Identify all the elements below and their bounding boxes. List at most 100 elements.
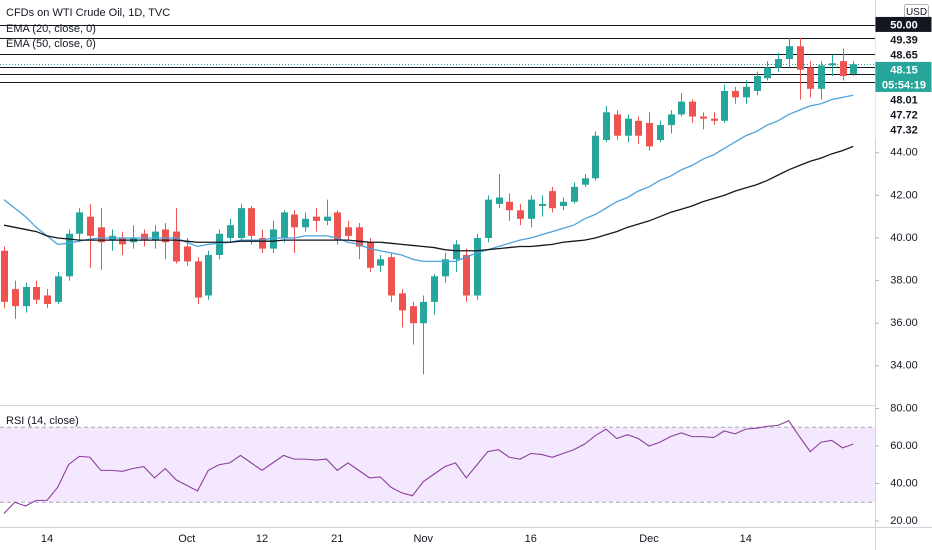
candle-body [184, 246, 191, 262]
rsi-title: RSI (14, close) [6, 415, 79, 427]
candle-body [539, 203, 546, 207]
x-tick-label: 16 [525, 533, 537, 545]
x-tick-label: Dec [639, 533, 659, 545]
price-label: 47.72 [890, 109, 918, 121]
price-label: 49.39 [890, 34, 918, 46]
candle-body [23, 286, 30, 307]
candle-body [399, 293, 406, 311]
candle-body [44, 295, 51, 305]
rsi-line [3, 420, 854, 514]
candle-body [367, 242, 374, 268]
candle-body [571, 186, 578, 202]
candle-body [700, 116, 707, 119]
price-label: 47.32 [890, 124, 918, 136]
candle-body [1, 250, 8, 302]
candle-body [689, 101, 696, 117]
candle-body [764, 67, 771, 79]
candle-body [162, 229, 169, 243]
candle-body [668, 114, 675, 126]
candle-body [743, 86, 750, 98]
candle-body [474, 237, 481, 296]
candle-body [238, 208, 245, 238]
y-tick-label: 36.00 [890, 317, 918, 329]
y-tick-label: 38.00 [890, 274, 918, 286]
candle-body [592, 135, 599, 179]
chart-title: CFDs on WTI Crude Oil, 1D, TVC [6, 7, 170, 19]
candle-body [345, 227, 352, 236]
candle-body [356, 227, 363, 247]
candle-body [528, 199, 535, 219]
candle-body [66, 233, 73, 277]
candle-body [582, 178, 589, 185]
x-tick-label: 12 [256, 533, 268, 545]
candle-body [635, 120, 642, 136]
candle-body [506, 201, 513, 211]
candle-body [410, 306, 417, 324]
layer [0, 25, 875, 503]
x-tick-label: 21 [331, 533, 343, 545]
price-label-box [875, 121, 932, 138]
candle-body [205, 255, 212, 296]
candle-body [603, 112, 610, 140]
candle-body [463, 255, 470, 296]
candle-body [281, 212, 288, 238]
candle-body [442, 259, 449, 277]
candle-body [420, 301, 427, 324]
candle-body [711, 118, 718, 121]
candle-body [152, 231, 159, 241]
candle-body [313, 216, 320, 221]
x-tick-label: 14 [41, 533, 53, 545]
candle-body [216, 233, 223, 256]
x-tick-label: 14 [740, 533, 752, 545]
currency[interactable]: USD [906, 7, 927, 18]
candle-body [786, 46, 793, 60]
candle-body [227, 225, 234, 238]
layer [1, 37, 857, 514]
candle-body [119, 237, 126, 245]
candle-body [646, 122, 653, 147]
candle-body [614, 114, 621, 136]
candle-body [754, 76, 761, 91]
candle-body [560, 201, 567, 207]
y-tick-label: 44.00 [890, 147, 918, 159]
candle-body [141, 233, 148, 241]
legend-entry: EMA (20, close, 0) [6, 23, 96, 35]
candle-body [33, 286, 40, 300]
price-label: 48.15 [890, 64, 918, 76]
candle-body [259, 237, 266, 249]
candle-body [302, 218, 309, 228]
candle-body [431, 276, 438, 302]
y-tick-label: 42.00 [890, 189, 918, 201]
candle-body [388, 257, 395, 296]
ema-line [3, 145, 854, 252]
candle-body [840, 61, 847, 77]
candle-body [248, 208, 255, 236]
candle-body [195, 261, 202, 298]
candle-body [485, 199, 492, 238]
candle-body [829, 63, 836, 66]
candle-body [807, 67, 814, 89]
y-tick-label: 60.00 [890, 440, 918, 452]
candle-body [173, 231, 180, 262]
y-tick-label: 34.00 [890, 360, 918, 372]
candle-body [657, 125, 664, 140]
candle-body [732, 90, 739, 98]
candle-body [12, 289, 19, 307]
candle-body [334, 212, 341, 241]
candle-body [377, 259, 384, 266]
candle-body [55, 276, 62, 302]
x-tick-label: Nov [413, 533, 433, 545]
price-label: 50.00 [890, 19, 918, 31]
price-label: 48.65 [890, 49, 918, 61]
candle-body [721, 90, 728, 121]
candle-body [270, 229, 277, 249]
candle-body [625, 118, 632, 136]
legend-entry: EMA (50, close, 0) [6, 38, 96, 50]
y-tick-label: 40.00 [890, 232, 918, 244]
candle-body [678, 101, 685, 115]
candle-body [549, 191, 556, 209]
y-tick-label: 40.00 [890, 477, 918, 489]
candle-body [775, 59, 782, 68]
ema-line [3, 94, 854, 263]
